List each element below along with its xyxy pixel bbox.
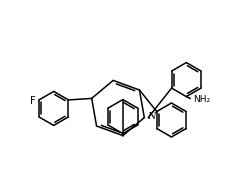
Text: N: N xyxy=(147,112,156,121)
Text: F: F xyxy=(30,96,36,106)
Text: NH₂: NH₂ xyxy=(193,95,210,104)
